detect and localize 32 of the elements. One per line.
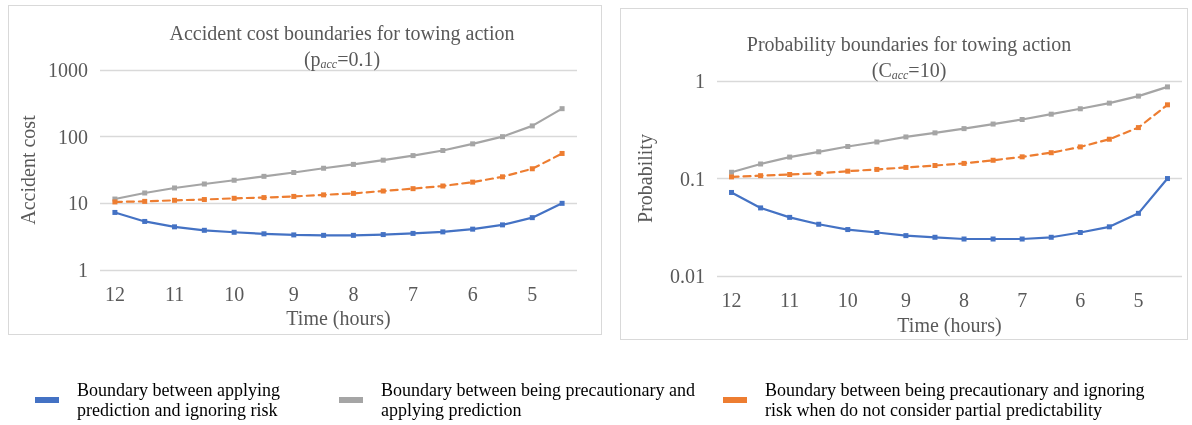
y-tick-label: 10 [68, 192, 88, 215]
x-tick-label: 12 [104, 283, 125, 305]
y-tick-label: 1000 [48, 59, 88, 81]
x-tick-label: 6 [1075, 289, 1086, 312]
x-tick-label: 12 [721, 289, 742, 312]
x-tick-label: 6 [467, 283, 478, 305]
x-tick-label: 5 [1133, 289, 1144, 312]
y-tick-label: 1 [78, 259, 88, 281]
x-tick-label: 7 [408, 283, 419, 305]
x-axis-title: Time (hours) [286, 307, 391, 330]
legend-label: Boundary between being precautionary and applying prediction [381, 380, 700, 420]
y-tick-label: 1 [695, 70, 705, 92]
x-tick-label: 10 [837, 289, 858, 312]
legend-label: Boundary between applying prediction and ignoring risk [77, 380, 285, 420]
y-axis-title: Accident cost [17, 114, 39, 225]
x-tick-label: 11 [780, 289, 800, 312]
chart-title: Probability boundaries for towing action [746, 33, 1072, 56]
y-tick-label: 0.1 [680, 167, 705, 190]
x-tick-label: 9 [288, 283, 299, 305]
x-tick-label: 5 [527, 283, 538, 305]
x-tick-label: 7 [1017, 289, 1028, 312]
x-tick-label: 8 [348, 283, 359, 305]
y-tick-label: 0.01 [670, 265, 705, 288]
x-tick-label: 8 [959, 289, 970, 312]
x-axis-title: Time (hours) [897, 314, 1002, 337]
x-tick-label: 11 [164, 283, 185, 305]
x-tick-label: 10 [224, 283, 245, 305]
x-tick-label: 9 [900, 289, 911, 312]
legend-label: Boundary between being precautionary and ignoring risk when do not consider partial predictability [765, 380, 1149, 420]
chart-title: Accident cost boundaries for towing action [169, 22, 515, 45]
y-tick-label: 100 [58, 125, 88, 148]
y-axis-title: Probability [634, 134, 657, 223]
